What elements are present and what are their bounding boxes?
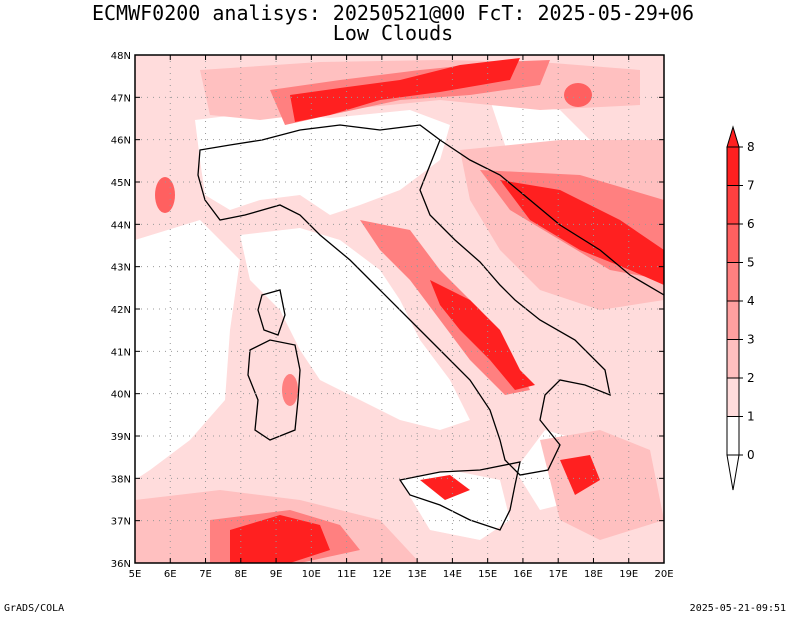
- lon-tick-label: 11E: [337, 569, 356, 580]
- graticule: [135, 55, 664, 563]
- clear-area-tyrrhenian: [240, 228, 470, 430]
- colorbar-segment: [726, 262, 740, 302]
- colorbar-label: 3: [747, 333, 755, 347]
- lon-tick-label: 6E: [164, 569, 177, 580]
- colorbar-extend-top: [726, 125, 740, 148]
- clear-area-sicily: [400, 470, 510, 540]
- lat-tick-label: 45N: [111, 178, 131, 189]
- clear-area-north-italy: [195, 110, 450, 215]
- lon-tick-label: 19E: [619, 569, 638, 580]
- lat-tick-label: 40N: [111, 390, 131, 401]
- colorbar-label: 5: [747, 256, 755, 270]
- clear-area-west: [135, 220, 240, 480]
- lon-tick-label: 8E: [234, 569, 247, 580]
- lat-tick-label: 44N: [111, 220, 131, 231]
- lat-tick-label: 42N: [111, 305, 131, 316]
- lon-axis: 5E 6E 7E 8E 9E 10E 11E 12E 13E 14E 15E 16E 17E 18E 19E…: [129, 55, 674, 580]
- cloud-level-2-calabria: [540, 430, 664, 540]
- lon-tick-label: 10E: [302, 569, 321, 580]
- cloud-level-7-sicily: [420, 475, 470, 500]
- lon-tick-label: 9E: [270, 569, 283, 580]
- lat-tick-label: 38N: [111, 474, 131, 485]
- colorbar-extend-bottom: [726, 454, 740, 491]
- lon-tick-label: 20E: [654, 569, 673, 580]
- cloud-level-7-sardinia-south: [230, 515, 330, 563]
- lon-tick-label: 13E: [408, 569, 427, 580]
- lat-tick-label: 41N: [111, 347, 131, 358]
- lat-tick-label: 36N: [111, 559, 131, 570]
- footer-credit: GrADS/COLA: [4, 603, 65, 614]
- lon-tick-label: 18E: [584, 569, 603, 580]
- lat-tick-label: 47N: [111, 93, 131, 104]
- colorbar-label: 6: [747, 217, 755, 231]
- lon-tick-label: 14E: [443, 569, 462, 580]
- lon-tick-label: 15E: [478, 569, 497, 580]
- coastlines: [197, 124, 664, 531]
- colorbar-segment: [726, 185, 740, 225]
- corsica-coast: [257, 289, 286, 336]
- cloud-level-7-adriatic: [500, 180, 664, 285]
- cloud-level-7-alps: [290, 58, 520, 122]
- colorbar: 0 1 2 3 4 5 6 7 8: [726, 125, 755, 491]
- colorbar-segment: [726, 377, 740, 417]
- lon-tick-label: 16E: [513, 569, 532, 580]
- footer-timestamp: 2025-05-21-09:51: [689, 603, 786, 614]
- lat-tick-label: 43N: [111, 263, 131, 274]
- sicily-coast: [398, 461, 521, 531]
- colorbar-segment: [726, 339, 740, 379]
- lat-tick-label: 39N: [111, 432, 131, 443]
- colorbar-label: 2: [747, 371, 755, 385]
- balkan-coast: [439, 139, 664, 296]
- lon-tick-label: 5E: [129, 569, 142, 580]
- lon-tick-label: 12E: [372, 569, 391, 580]
- cloud-level-7-apennines: [430, 280, 535, 390]
- colorbar-label: 0: [747, 448, 755, 462]
- colorbar-segment: [726, 146, 740, 186]
- colorbar-segment: [726, 300, 740, 340]
- sardinia-coast: [247, 339, 301, 441]
- colorbar-segment: [726, 223, 740, 263]
- lat-axis: 36N 37N 38N 39N 40N 41N 42N 43N 44N 45N 46N 47N 48N: [111, 51, 664, 570]
- lon-tick-label: 7E: [199, 569, 212, 580]
- lon-tick-label: 17E: [549, 569, 568, 580]
- colorbar-segment: [726, 416, 740, 456]
- colorbar-label: 8: [747, 140, 755, 154]
- lat-tick-label: 46N: [111, 136, 131, 147]
- colorbar-label: 1: [747, 410, 755, 424]
- cloud-level-7-tunisia: [155, 177, 175, 213]
- colorbar-label: 4: [747, 294, 755, 308]
- lat-tick-label: 37N: [111, 517, 131, 528]
- italy-mainland-coast: [197, 124, 611, 476]
- colorbar-label: 7: [747, 179, 755, 193]
- cloud-level-7-corsica: [282, 374, 298, 406]
- cloud-level-7-croatia: [564, 83, 592, 107]
- lat-tick-label: 48N: [111, 51, 131, 62]
- chart-title: ECMWF0200 analisys: 20250521@00 FcT: 202…: [91, 1, 695, 25]
- chart-subtitle: Low Clouds: [332, 21, 454, 45]
- cloud-level-7-calabria: [560, 455, 600, 495]
